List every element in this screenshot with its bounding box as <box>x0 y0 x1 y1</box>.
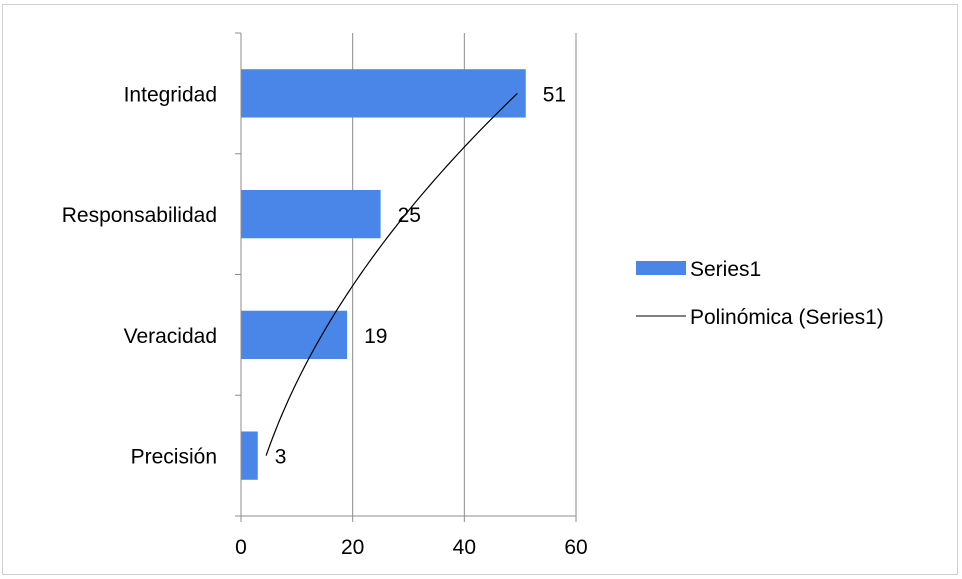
axes: 0 20 40 60 Precisión Veracidad Responsabilidad… <box>62 32 588 559</box>
x-tick-label-60: 60 <box>564 536 587 559</box>
y-tick-label-3: Integridad <box>124 83 217 106</box>
bar-2 <box>241 189 381 239</box>
data-label-3: 51 <box>543 83 566 106</box>
x-tick-label-20: 20 <box>341 536 364 559</box>
legend: Series1 Polinómica (Series1) <box>636 258 884 329</box>
x-tick-label-0: 0 <box>235 536 247 559</box>
y-tick-label-0: Precisión <box>131 446 217 469</box>
y-tick-label-2: Responsabilidad <box>62 204 217 227</box>
bar-1 <box>241 310 348 360</box>
bar-0 <box>241 431 258 480</box>
data-labels: 3 19 25 51 <box>275 83 566 468</box>
bars <box>241 69 526 480</box>
y-tick-label-1: Veracidad <box>124 325 217 348</box>
data-label-1: 19 <box>364 325 387 348</box>
trendline <box>265 92 518 456</box>
legend-label-series1: Series1 <box>690 258 761 281</box>
data-label-0: 3 <box>275 446 287 469</box>
data-label-2: 25 <box>398 204 421 227</box>
x-tick-label-40: 40 <box>453 536 476 559</box>
trendline-path <box>265 92 518 456</box>
legend-label-trendline: Polinómica (Series1) <box>690 306 884 329</box>
legend-swatch-series1 <box>636 261 686 275</box>
bar-3 <box>241 69 526 118</box>
